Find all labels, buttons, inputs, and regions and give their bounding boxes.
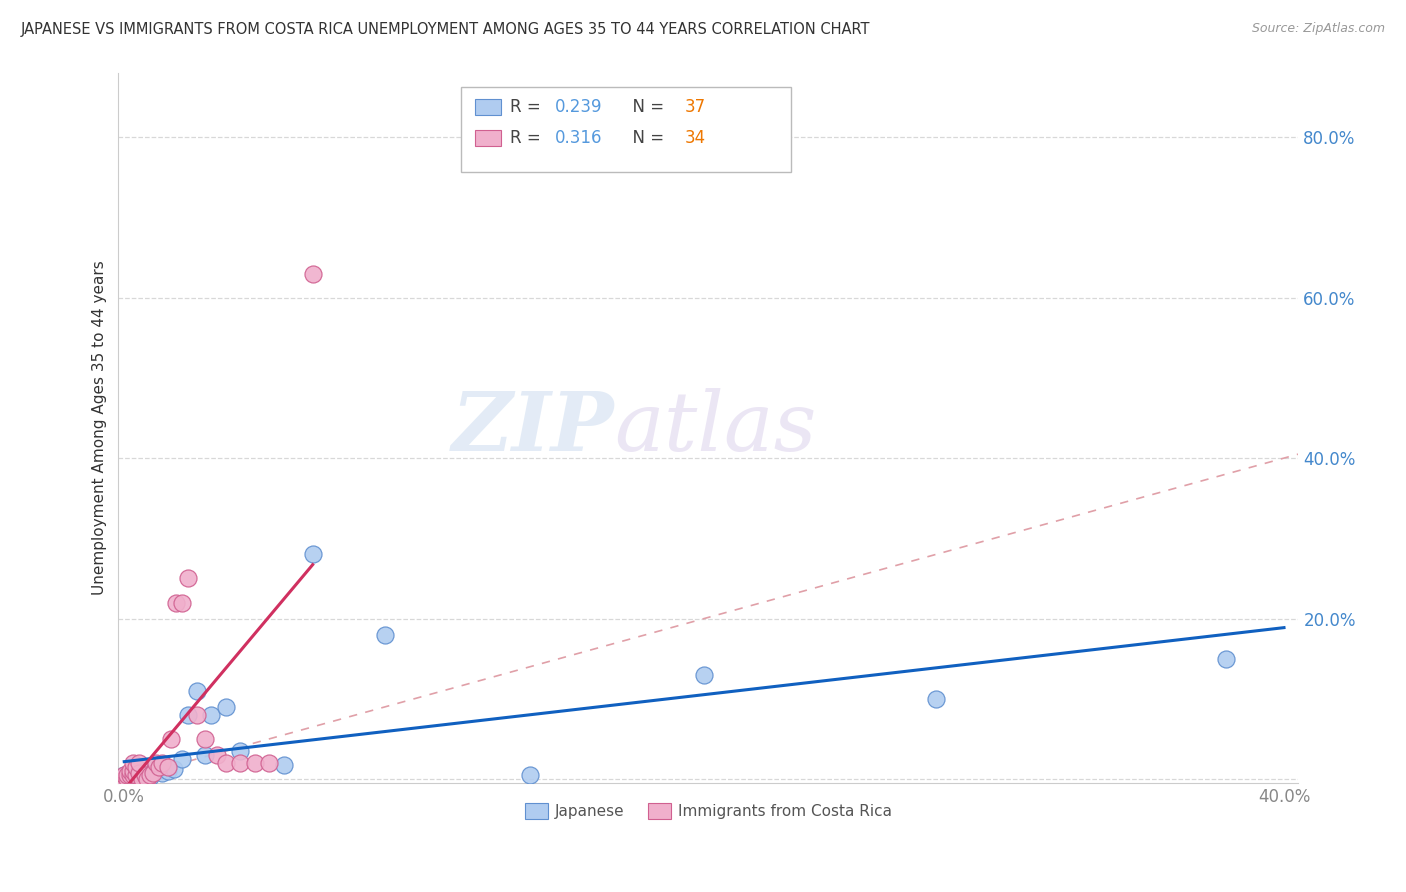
Point [122, 768, 145, 782]
Point [125, 767, 148, 781]
Point [165, 595, 187, 609]
Point [156, 764, 179, 778]
Point [131, 764, 153, 778]
Text: R =: R = [510, 98, 546, 116]
Point [519, 768, 541, 782]
Text: 0.316: 0.316 [555, 129, 603, 147]
Point [118, 764, 141, 778]
Point [159, 731, 181, 746]
Point [145, 756, 167, 770]
Legend: Japanese, Immigrants from Costa Rica: Japanese, Immigrants from Costa Rica [519, 797, 898, 825]
Point [128, 772, 150, 786]
Text: atlas: atlas [614, 388, 817, 468]
Text: 0.239: 0.239 [555, 98, 603, 116]
Point [229, 744, 252, 758]
Point [115, 772, 138, 786]
Point [186, 707, 208, 722]
Point [301, 547, 323, 561]
Point [131, 768, 153, 782]
Point [134, 770, 156, 784]
Point [136, 768, 159, 782]
Point [125, 760, 148, 774]
Point [122, 765, 145, 780]
Text: N =: N = [623, 129, 669, 147]
Point [215, 699, 238, 714]
Point [374, 627, 396, 641]
Point [194, 747, 217, 762]
Point [139, 768, 162, 782]
Text: ZIP: ZIP [451, 388, 614, 468]
Point [125, 768, 148, 782]
Point [150, 765, 173, 780]
Text: N =: N = [623, 98, 669, 116]
Point [112, 768, 135, 782]
Text: JAPANESE VS IMMIGRANTS FROM COSTA RICA UNEMPLOYMENT AMONG AGES 35 TO 44 YEARS CO: JAPANESE VS IMMIGRANTS FROM COSTA RICA U… [21, 22, 870, 37]
Point [145, 764, 167, 778]
Point [131, 772, 153, 786]
Point [177, 707, 200, 722]
Point [128, 765, 150, 780]
Point [194, 731, 217, 746]
Point [112, 768, 135, 782]
Y-axis label: Unemployment Among Ages 35 to 44 years: Unemployment Among Ages 35 to 44 years [93, 260, 107, 595]
Point [172, 595, 194, 609]
Point [122, 756, 145, 770]
Point [118, 768, 141, 782]
Text: 34: 34 [685, 129, 706, 147]
Point [229, 756, 252, 770]
Text: 37: 37 [685, 98, 706, 116]
Point [122, 770, 145, 784]
Point [215, 756, 238, 770]
Point [1215, 651, 1237, 665]
Point [112, 772, 135, 786]
Point [122, 764, 145, 778]
Point [142, 765, 165, 780]
Point [205, 747, 228, 762]
Point [148, 760, 170, 774]
Point [128, 756, 150, 770]
FancyBboxPatch shape [475, 130, 501, 146]
Point [693, 667, 716, 681]
Point [142, 760, 165, 774]
Point [925, 691, 948, 706]
Point [172, 752, 194, 766]
Point [136, 772, 159, 786]
Point [134, 768, 156, 782]
Point [139, 770, 162, 784]
Point [128, 769, 150, 783]
Point [156, 760, 179, 774]
Point [273, 757, 295, 772]
Point [200, 707, 222, 722]
Point [186, 683, 208, 698]
Text: R =: R = [510, 129, 546, 147]
FancyBboxPatch shape [461, 87, 792, 172]
Point [301, 267, 323, 281]
Point [257, 756, 280, 770]
Point [177, 571, 200, 585]
FancyBboxPatch shape [475, 99, 501, 115]
Point [162, 763, 184, 777]
Point [128, 765, 150, 780]
Point [118, 772, 141, 786]
Point [115, 768, 138, 782]
Point [150, 756, 173, 770]
Point [125, 771, 148, 785]
Text: Source: ZipAtlas.com: Source: ZipAtlas.com [1251, 22, 1385, 36]
Point [118, 765, 141, 780]
Point [115, 768, 138, 782]
Point [115, 772, 138, 786]
Point [243, 756, 266, 770]
Point [118, 768, 141, 782]
